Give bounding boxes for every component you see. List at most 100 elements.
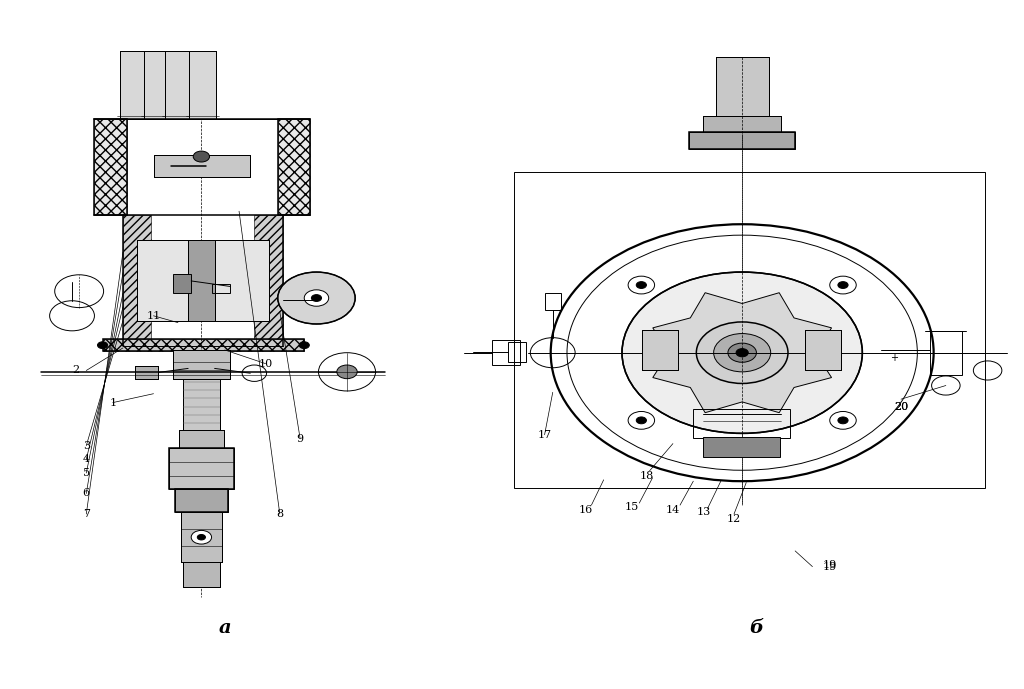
Circle shape	[636, 282, 646, 289]
Bar	[135, 367, 158, 379]
Circle shape	[838, 282, 848, 289]
Bar	[278, 119, 310, 215]
Bar	[137, 240, 268, 320]
Bar	[102, 339, 304, 351]
Bar	[703, 438, 780, 457]
Bar	[642, 330, 678, 370]
Bar	[169, 449, 233, 489]
Circle shape	[278, 272, 355, 324]
Bar	[179, 430, 224, 449]
Text: б: б	[750, 619, 764, 637]
Text: 1: 1	[110, 398, 117, 408]
Bar	[278, 119, 310, 215]
Bar	[189, 50, 216, 119]
Bar	[188, 240, 215, 320]
Bar	[154, 155, 250, 177]
Bar	[123, 215, 152, 346]
Bar	[188, 240, 215, 320]
Text: 19: 19	[822, 559, 837, 570]
Bar	[154, 155, 250, 177]
Text: 4: 4	[83, 454, 90, 464]
Bar	[689, 132, 795, 149]
Bar	[181, 512, 222, 562]
Circle shape	[622, 272, 862, 433]
Bar	[545, 294, 561, 310]
Bar	[805, 330, 841, 370]
Text: a: a	[218, 619, 231, 637]
Bar	[508, 342, 526, 362]
Bar	[703, 116, 781, 134]
Text: 14: 14	[666, 505, 680, 515]
Bar	[173, 350, 230, 379]
Circle shape	[736, 349, 749, 357]
Bar	[514, 172, 984, 488]
Bar	[165, 50, 191, 119]
Text: 20: 20	[894, 402, 908, 413]
Text: 17: 17	[538, 430, 552, 440]
Circle shape	[714, 333, 771, 372]
Bar	[805, 330, 841, 370]
Circle shape	[337, 365, 357, 379]
Bar	[175, 489, 228, 512]
Polygon shape	[652, 293, 831, 413]
Circle shape	[299, 342, 309, 349]
Bar	[94, 119, 127, 215]
Text: 6: 6	[83, 489, 90, 498]
Text: 10: 10	[258, 359, 272, 369]
Circle shape	[838, 417, 848, 424]
Bar	[492, 340, 520, 365]
Circle shape	[304, 290, 329, 306]
Bar	[183, 379, 220, 430]
Text: 19: 19	[822, 562, 837, 572]
Circle shape	[311, 295, 322, 302]
Circle shape	[696, 322, 788, 384]
Bar	[175, 489, 228, 512]
Circle shape	[191, 531, 212, 544]
Bar	[120, 50, 146, 119]
Text: 13: 13	[696, 507, 711, 517]
Circle shape	[97, 342, 108, 349]
Circle shape	[636, 417, 646, 424]
Bar	[137, 240, 268, 320]
Text: 18: 18	[639, 471, 653, 481]
Bar	[703, 116, 781, 134]
Text: 2: 2	[73, 365, 80, 376]
Bar	[138, 240, 267, 320]
Bar	[254, 215, 283, 346]
Bar	[689, 132, 795, 149]
Bar	[716, 57, 769, 116]
Bar	[693, 409, 791, 438]
Text: 15: 15	[625, 502, 639, 512]
Bar	[102, 339, 304, 351]
Circle shape	[194, 151, 210, 162]
Bar	[189, 50, 216, 119]
Text: 12: 12	[727, 514, 741, 524]
Text: +: +	[890, 353, 898, 363]
Text: 7: 7	[83, 509, 90, 519]
Bar	[173, 274, 191, 294]
Text: 11: 11	[146, 311, 161, 321]
Text: 20: 20	[894, 402, 908, 413]
Bar	[120, 50, 146, 119]
Text: 3: 3	[83, 441, 90, 451]
Bar	[183, 562, 220, 587]
Bar	[930, 331, 963, 376]
Bar	[183, 562, 220, 587]
Bar	[169, 449, 233, 489]
Bar	[165, 50, 191, 119]
Text: 16: 16	[579, 505, 593, 515]
Bar	[181, 512, 222, 562]
Bar	[94, 119, 127, 215]
Bar	[144, 50, 171, 119]
Bar	[135, 367, 158, 379]
Bar	[179, 430, 224, 449]
Bar	[183, 379, 220, 430]
Text: 9: 9	[297, 434, 304, 444]
Circle shape	[198, 535, 206, 540]
Text: 8: 8	[276, 509, 284, 519]
Text: 5: 5	[83, 468, 90, 478]
Bar	[144, 50, 171, 119]
Bar	[173, 350, 230, 379]
Bar	[212, 284, 230, 294]
Bar	[642, 330, 678, 370]
